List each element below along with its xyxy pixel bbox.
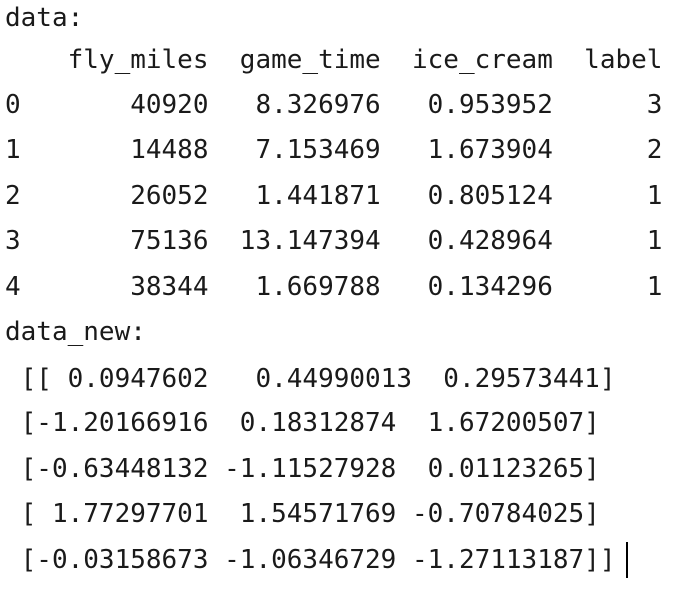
array-row: [-0.63448132 -1.11527928 0.01123265]: [5, 454, 600, 484]
table-row: 0 40920 8.326976 0.953952 3: [5, 90, 663, 120]
array-row: [-1.20166916 0.18312874 1.67200507]: [5, 408, 600, 438]
table-column-header: fly_miles game_time ice_cream label: [5, 45, 663, 75]
table-row: 1 14488 7.153469 1.673904 2: [5, 135, 663, 165]
table-row: 3 75136 13.147394 0.428964 1: [5, 226, 663, 256]
table-row: 2 26052 1.441871 0.805124 1: [5, 181, 663, 211]
array-row: [-0.03158673 -1.06346729 -1.27113187]]: [5, 545, 616, 575]
data-new-header: data_new:: [5, 317, 146, 347]
table-row: 4 38344 1.669788 0.134296 1: [5, 272, 663, 302]
array-row: [ 1.77297701 1.54571769 -0.70784025]: [5, 499, 600, 529]
text-cursor: [626, 542, 628, 578]
array-row: [[ 0.0947602 0.44990013 0.29573441]: [5, 364, 616, 394]
data-header: data:: [5, 3, 84, 33]
